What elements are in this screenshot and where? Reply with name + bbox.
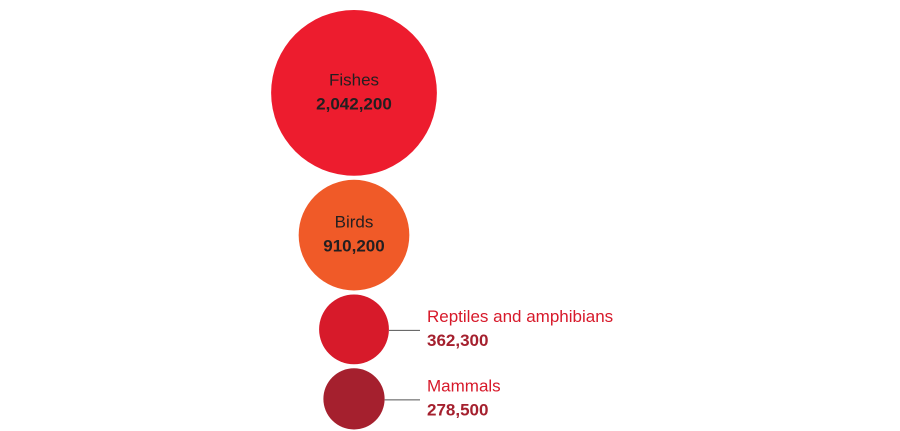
category-label: Birds (335, 213, 374, 232)
bubble (271, 10, 437, 176)
bubble (319, 294, 389, 365)
value-label: 2,042,200 (316, 94, 392, 113)
category-label: Fishes (329, 70, 379, 89)
value-label: 910,200 (323, 237, 384, 256)
value-label: 278,500 (427, 400, 488, 419)
bubble (323, 368, 385, 430)
bubble (298, 179, 410, 291)
category-label: Mammals (427, 376, 501, 395)
category-label: Reptiles and amphibians (427, 307, 613, 326)
value-label: 362,300 (427, 331, 488, 350)
